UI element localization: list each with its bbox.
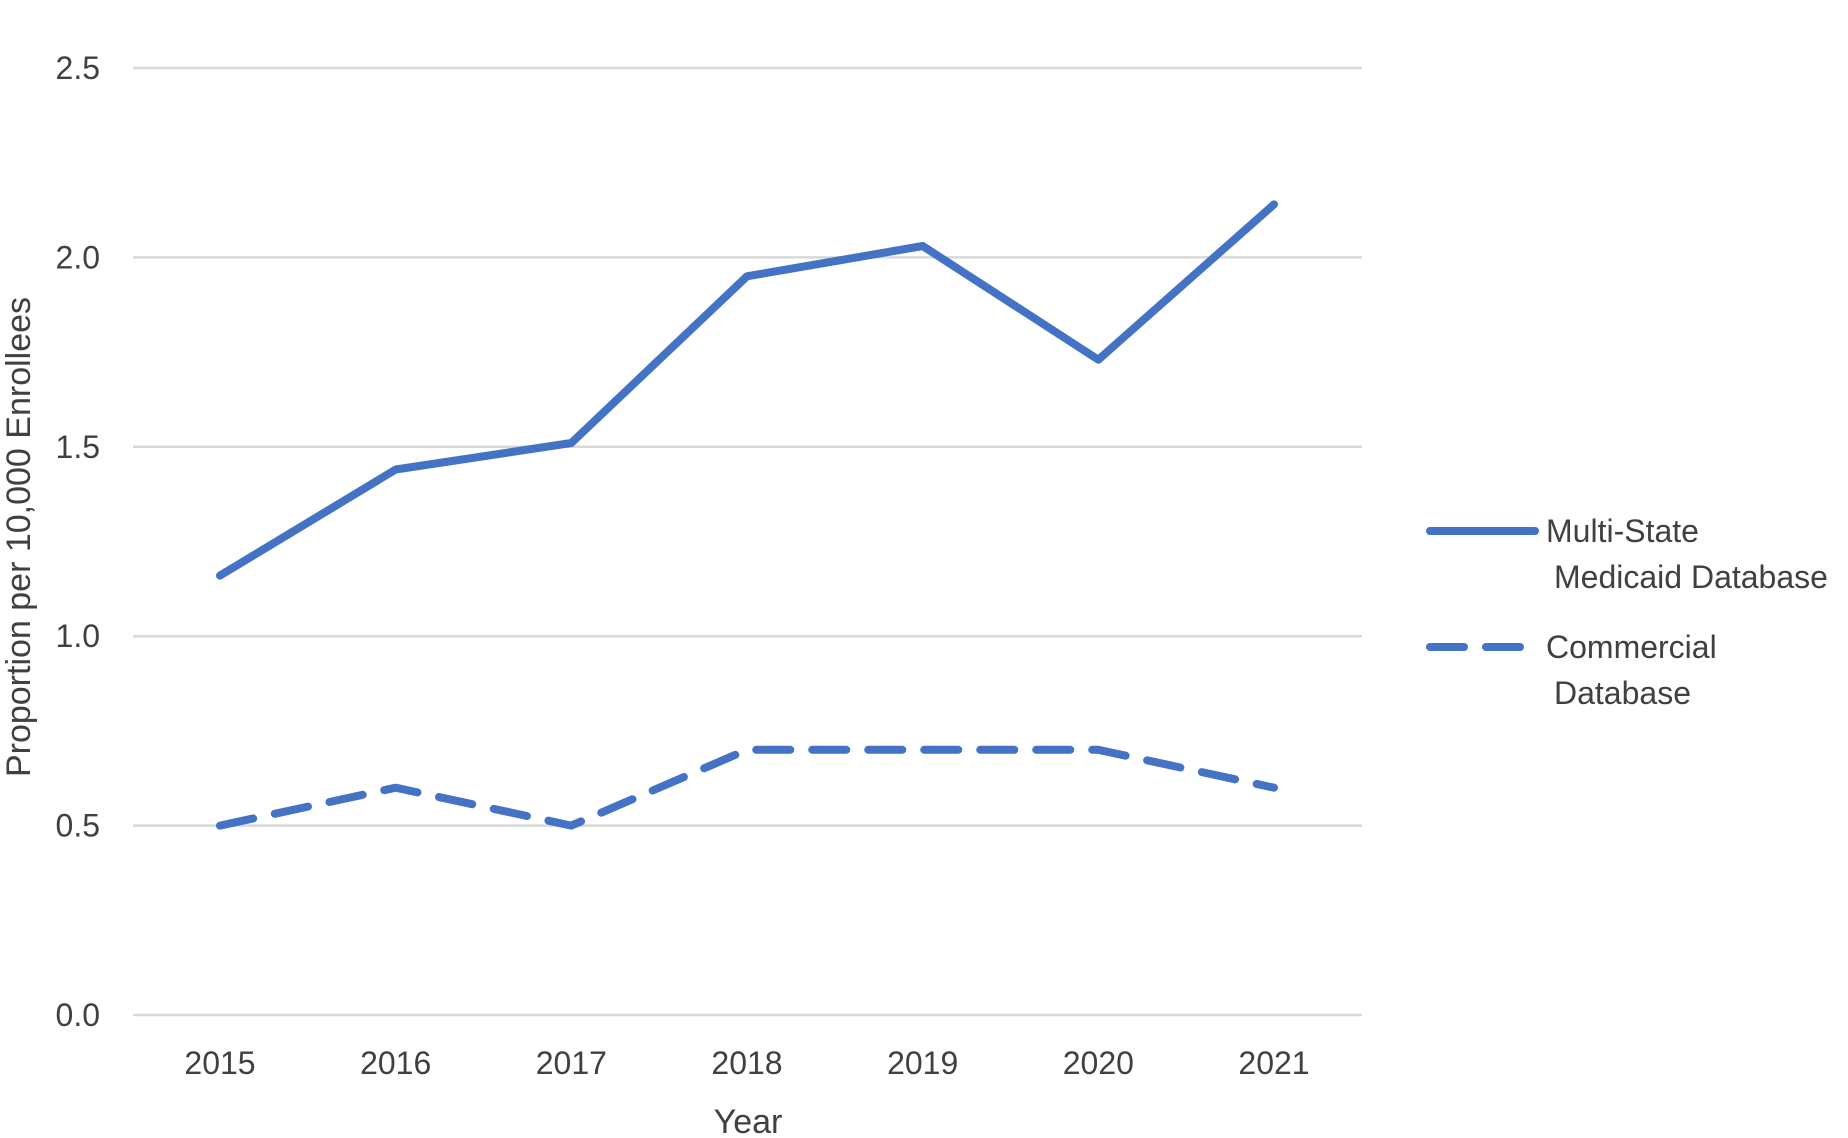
y-tick-label: 2.0 bbox=[56, 239, 100, 275]
data-point bbox=[570, 825, 572, 827]
y-tick-label: 1.0 bbox=[56, 618, 100, 654]
y-axis-title: Proportion per 10,000 Enrollees bbox=[0, 297, 38, 777]
x-tick-label: 2020 bbox=[1063, 1045, 1134, 1081]
x-tick-label: 2019 bbox=[887, 1045, 958, 1081]
y-tick-label: 2.5 bbox=[56, 50, 100, 86]
data-point bbox=[219, 825, 221, 827]
x-tick-label: 2021 bbox=[1238, 1045, 1309, 1081]
legend: Multi-State Medicaid Database Commercial Da… bbox=[1426, 513, 1828, 711]
x-tick-label: 2018 bbox=[711, 1045, 782, 1081]
y-tick-label: 0.0 bbox=[56, 997, 100, 1033]
series-line-commercial bbox=[216, 745, 1278, 830]
data-point bbox=[395, 787, 397, 789]
data-point bbox=[1273, 787, 1275, 789]
data-point bbox=[1097, 359, 1099, 361]
data-point bbox=[746, 749, 748, 751]
x-axis-title: Year bbox=[714, 1103, 783, 1138]
data-point bbox=[922, 245, 924, 247]
data-point bbox=[219, 575, 221, 577]
data-point bbox=[746, 275, 748, 277]
legend-label: Database bbox=[1554, 675, 1691, 711]
x-tick-label: 2016 bbox=[360, 1045, 431, 1081]
data-point bbox=[1097, 749, 1099, 751]
legend-label: Commercial bbox=[1546, 629, 1717, 665]
gridlines bbox=[133, 66, 1362, 1017]
x-tick-label: 2015 bbox=[184, 1045, 255, 1081]
y-tick-label: 0.5 bbox=[56, 808, 100, 844]
legend-label: Multi-State bbox=[1546, 513, 1699, 549]
y-axis-ticks: 0.0 0.5 1.0 1.5 2.0 2.5 bbox=[56, 50, 100, 1033]
data-point bbox=[570, 442, 572, 444]
data-point bbox=[1273, 203, 1275, 205]
series-line-medicaid bbox=[216, 200, 1278, 580]
x-tick-label: 2017 bbox=[536, 1045, 607, 1081]
legend-label: Medicaid Database bbox=[1554, 559, 1828, 595]
x-axis-ticks: 2015 2016 2017 2018 2019 2020 2021 bbox=[184, 1045, 1309, 1081]
y-tick-label: 1.5 bbox=[56, 429, 100, 465]
series-lines bbox=[216, 200, 1278, 830]
data-point bbox=[395, 469, 397, 471]
data-point bbox=[922, 749, 924, 751]
